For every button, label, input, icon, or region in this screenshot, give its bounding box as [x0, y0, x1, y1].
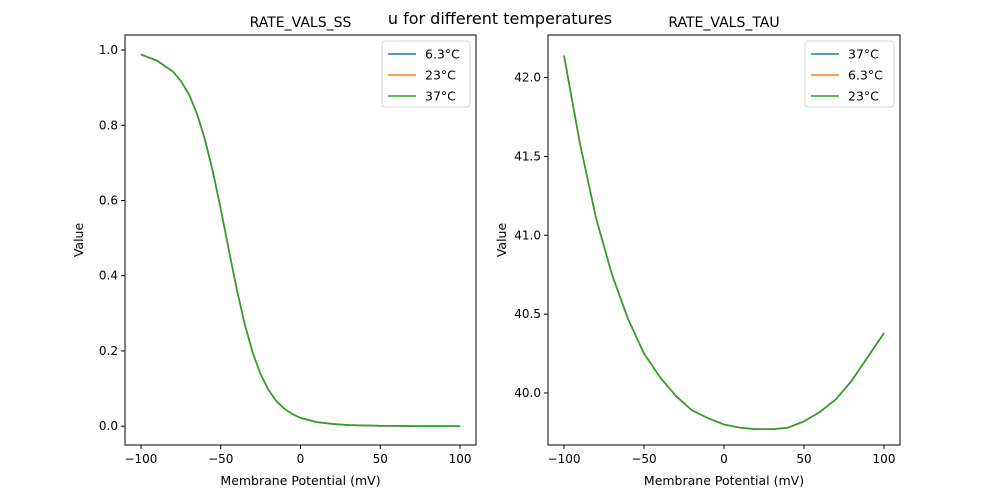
y-axis-label: Value: [71, 223, 86, 258]
legend-box: [804, 40, 895, 108]
legend-label: 37°C: [848, 47, 879, 62]
y-tick-label: 0.2: [99, 344, 118, 358]
subplot-rate-vals-tau: RATE_VALS_TAU −100 −50 0 50 100 40.0 40.5 41.0 41…: [494, 15, 901, 488]
x-tick-label: −50: [631, 452, 656, 466]
y-tick-label: 40.0: [514, 386, 541, 400]
x-tick-label: 50: [373, 452, 388, 466]
y-tick-label: 1.0: [99, 43, 118, 57]
legend-label: 6.3°C: [848, 68, 883, 83]
x-axis-label: Membrane Potential (mV): [220, 473, 380, 488]
y-tick-label: 41.5: [514, 149, 541, 163]
y-tick-label: 41.0: [514, 228, 541, 242]
legend-label: 23°C: [848, 89, 879, 104]
y-tick-label: 0.6: [99, 194, 118, 208]
subplot-title: RATE_VALS_SS: [250, 15, 352, 31]
y-tick-label: 0.4: [99, 269, 118, 283]
subplot-rate-vals-ss: RATE_VALS_SS −100 −50 0 50 100 0.0 0.2 0.4 0.6 0.8…: [71, 15, 477, 488]
x-axis-label: Membrane Potential (mV): [644, 473, 804, 488]
legend: 37°C 6.3°C 23°C: [804, 40, 895, 108]
legend-label: 37°C: [425, 89, 456, 104]
x-tick-label: 50: [796, 452, 811, 466]
y-tick-label: 42.0: [514, 71, 541, 85]
legend-label: 6.3°C: [425, 47, 460, 62]
series-line-23-c: [563, 55, 885, 431]
y-tick-label: 0.0: [99, 419, 118, 433]
x-tick-label: −50: [208, 452, 233, 466]
x-tick-label: 0: [720, 452, 728, 466]
y-tick-label: 0.8: [99, 118, 118, 132]
figure-suptitle: u for different temperatures: [388, 9, 612, 28]
subplot-title: RATE_VALS_TAU: [668, 15, 779, 31]
x-tick-label: −100: [124, 452, 157, 466]
y-axis-label: Value: [494, 223, 509, 258]
x-tick-label: 100: [873, 452, 896, 466]
x-tick-label: 0: [297, 452, 305, 466]
x-tick-label: 100: [449, 452, 472, 466]
legend-box: [381, 40, 471, 108]
y-tick-label: 40.5: [514, 307, 541, 321]
legend: 6.3°C 23°C 37°C: [381, 40, 471, 108]
legend-label: 23°C: [425, 68, 456, 83]
series-line-37-c: [140, 53, 461, 427]
x-tick-label: −100: [548, 452, 581, 466]
